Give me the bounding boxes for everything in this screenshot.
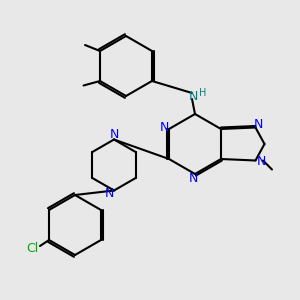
Text: N: N <box>257 155 266 169</box>
Text: Cl: Cl <box>26 242 39 256</box>
Text: N: N <box>105 187 114 200</box>
Text: N: N <box>254 118 263 131</box>
Text: N: N <box>189 172 198 185</box>
Text: N: N <box>189 89 198 103</box>
Text: N: N <box>160 121 169 134</box>
Text: N: N <box>109 128 119 142</box>
Text: H: H <box>199 88 206 98</box>
